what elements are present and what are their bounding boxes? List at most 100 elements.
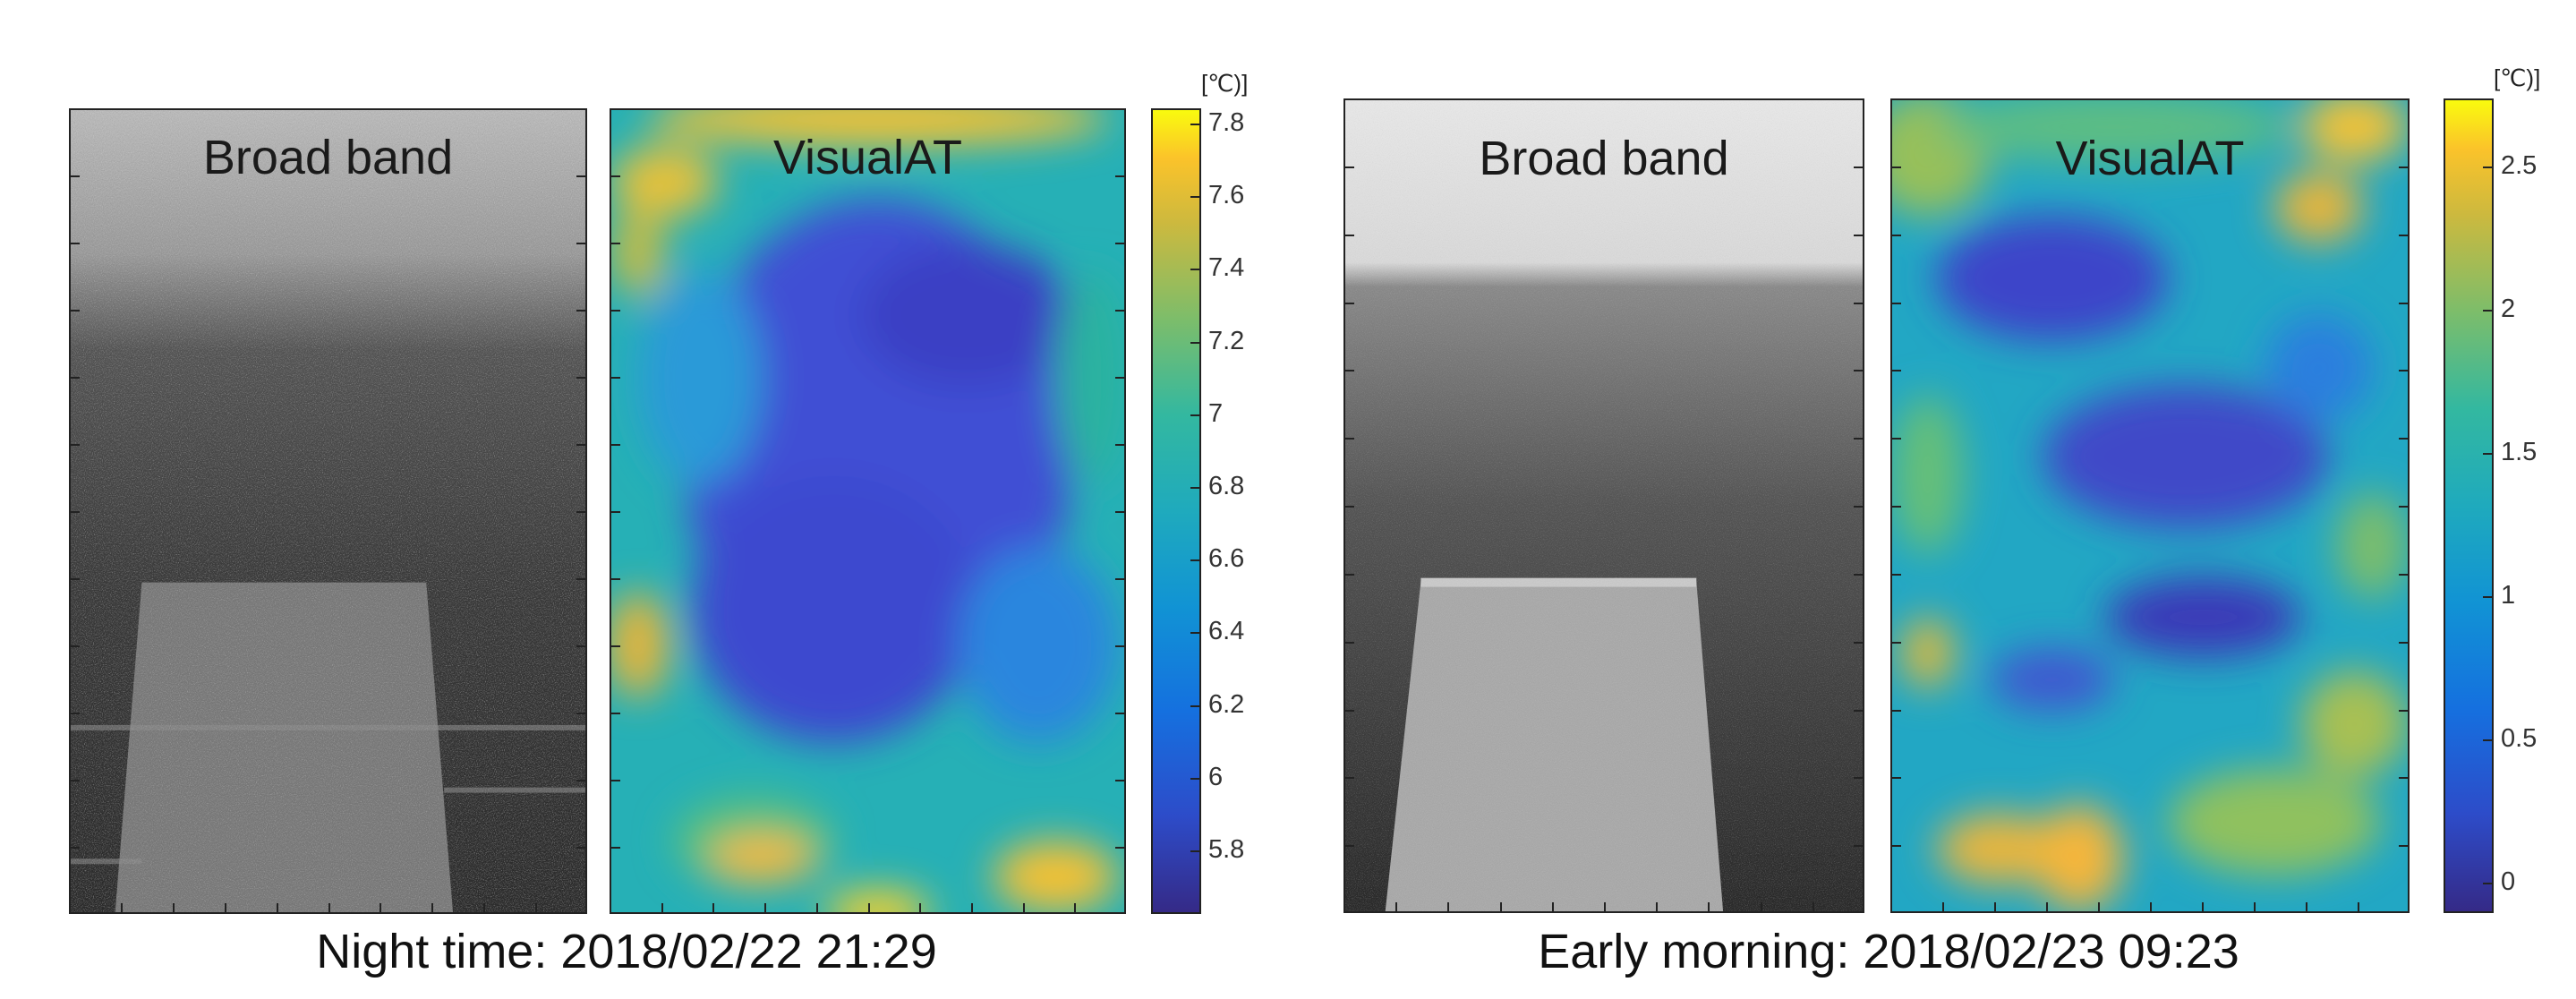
night-broadband-axis-tick bbox=[71, 243, 80, 244]
night-broadband-axis-tick bbox=[71, 645, 80, 647]
night-visualat-axis-tick bbox=[611, 645, 620, 647]
morning-colorbar-tick-label: 0.5 bbox=[2501, 724, 2538, 753]
night-colorbar-tick-mark bbox=[1190, 850, 1201, 852]
morning-colorbar-unit: [℃)] bbox=[2494, 64, 2541, 91]
morning-broadband-axis-tick bbox=[1447, 902, 1450, 911]
night-visualat-axis-tick bbox=[1115, 847, 1124, 849]
morning-visualat-map: VisualAT bbox=[1890, 98, 2410, 913]
night-colorbar-tick-mark bbox=[1190, 487, 1201, 489]
morning-colorbar-tick-mark bbox=[2483, 596, 2494, 598]
morning-colorbar-tick-label: 2 bbox=[2501, 295, 2516, 323]
morning-visualat-title: VisualAT bbox=[2055, 132, 2245, 185]
night-visualat-axis-tick bbox=[1115, 645, 1124, 647]
night-broadband-axis-tick bbox=[71, 780, 80, 781]
morning-visualat-axis-tick bbox=[1892, 166, 1901, 168]
night-broadband-axis-tick bbox=[576, 377, 585, 379]
morning-broadband-axis-tick bbox=[1854, 438, 1863, 440]
morning-visualat-axis-tick bbox=[2399, 709, 2408, 712]
morning-broadband-axis-tick bbox=[1345, 777, 1354, 780]
night-visualat-axis-tick bbox=[611, 444, 620, 446]
night-broadband-scene bbox=[71, 110, 585, 912]
night-visualat-axis-tick bbox=[1115, 243, 1124, 244]
night-caption: Night time: 2018/02/22 21:29 bbox=[316, 925, 937, 978]
morning-colorbar-tick-label: 1.5 bbox=[2501, 438, 2538, 466]
night-colorbar-tick-label: 7 bbox=[1208, 398, 1224, 428]
night-visualat-axis-tick bbox=[611, 175, 620, 177]
morning-visualat-heatmap bbox=[1892, 100, 2408, 911]
night-visualat-axis-tick bbox=[1115, 377, 1124, 379]
night-colorbar-tick-label: 6 bbox=[1208, 762, 1224, 791]
night-broadband-axis-tick bbox=[483, 903, 486, 912]
morning-visualat-axis-tick bbox=[2399, 438, 2408, 440]
night-broadband-axis-tick bbox=[276, 903, 278, 912]
night-visualat-axis-tick bbox=[1074, 903, 1077, 912]
morning-broadband-axis-tick bbox=[1345, 506, 1354, 508]
night-visualat-axis-tick bbox=[661, 903, 663, 912]
night-colorbar-tick-label: 6.8 bbox=[1208, 472, 1245, 500]
morning-visualat-axis-tick bbox=[2306, 902, 2307, 911]
morning-broadband-axis-tick bbox=[1854, 234, 1863, 236]
morning-colorbar-tick-mark bbox=[2483, 883, 2494, 884]
morning-broadband-axis-tick bbox=[1854, 166, 1863, 168]
night-colorbar-tick-label: 6.2 bbox=[1208, 689, 1245, 719]
night-visualat-axis-tick bbox=[867, 903, 870, 912]
night-visualat-axis-tick bbox=[970, 903, 973, 912]
morning-colorbar-tick-label: 2.5 bbox=[2501, 151, 2538, 180]
night-broadband-axis-tick bbox=[172, 903, 175, 912]
night-broadband-axis-tick bbox=[431, 903, 434, 912]
morning-broadband-axis-tick bbox=[1345, 845, 1354, 848]
morning-broadband-axis-tick bbox=[1854, 777, 1863, 780]
night-broadband-axis-tick bbox=[576, 713, 585, 714]
morning-broadband-axis-tick bbox=[1854, 573, 1863, 576]
night-colorbar-tick-label: 7.6 bbox=[1208, 181, 1245, 210]
night-colorbar-tick-mark bbox=[1190, 196, 1201, 199]
night-visualat-axis-tick bbox=[611, 310, 620, 312]
night-broadband-axis-tick bbox=[71, 713, 80, 714]
morning-colorbar bbox=[2444, 98, 2494, 913]
night-visualat-axis-tick bbox=[1115, 780, 1124, 781]
morning-visualat-axis-tick bbox=[1942, 902, 1944, 911]
night-visualat-axis-tick bbox=[815, 903, 818, 912]
morning-broadband-axis-tick bbox=[1812, 902, 1814, 911]
morning-visualat-axis-tick bbox=[2399, 302, 2408, 304]
morning-colorbar-tick-label: 0 bbox=[2501, 867, 2516, 896]
morning-broadband-axis-tick bbox=[1345, 166, 1354, 168]
night-visualat-axis-tick bbox=[611, 578, 620, 580]
morning-broadband-title: Broad band bbox=[1479, 132, 1729, 185]
night-colorbar bbox=[1151, 108, 1201, 914]
night-colorbar-tick-mark bbox=[1190, 777, 1201, 780]
night-colorbar-tick-mark bbox=[1190, 414, 1201, 416]
night-broadband-axis-tick bbox=[328, 903, 330, 912]
night-visualat-axis-tick bbox=[611, 243, 620, 244]
night-visualat-title: VisualAT bbox=[772, 131, 963, 184]
night-colorbar-tick-mark bbox=[1190, 341, 1201, 344]
morning-broadband-axis-tick bbox=[1551, 902, 1554, 911]
night-broadband-axis-tick bbox=[576, 310, 585, 312]
night-colorbar-tick-label: 7.8 bbox=[1208, 108, 1245, 137]
night-visualat-map: VisualAT bbox=[610, 108, 1126, 914]
morning-visualat-axis-tick bbox=[2046, 902, 2048, 911]
night-visualat-axis-tick bbox=[1022, 903, 1025, 912]
morning-visualat-axis-tick bbox=[1892, 234, 1901, 236]
night-visualat-axis-tick bbox=[1115, 511, 1124, 513]
morning-visualat-axis-tick bbox=[2399, 641, 2408, 644]
night-broadband-axis-tick bbox=[380, 903, 382, 912]
morning-colorbar-tick-mark bbox=[2483, 739, 2494, 741]
night-broadband-axis-tick bbox=[535, 903, 538, 912]
morning-visualat-axis-tick bbox=[2399, 506, 2408, 508]
night-broadband-axis-tick bbox=[71, 377, 80, 379]
morning-visualat-axis-tick bbox=[2254, 902, 2256, 911]
morning-visualat-axis-tick bbox=[2399, 845, 2408, 848]
morning-visualat-axis-tick bbox=[1892, 302, 1901, 304]
night-broadband-axis-tick bbox=[71, 310, 80, 312]
morning-visualat-axis-tick bbox=[1892, 506, 1901, 508]
morning-broadband-axis-tick bbox=[1345, 641, 1354, 644]
morning-visualat-axis-tick bbox=[2399, 370, 2408, 372]
night-colorbar-tick-mark bbox=[1190, 632, 1201, 635]
night-broadband-axis-tick bbox=[71, 578, 80, 580]
morning-visualat-axis-tick bbox=[1892, 777, 1901, 780]
night-broadband-axis-tick bbox=[71, 847, 80, 849]
morning-broadband-axis-tick bbox=[1345, 370, 1354, 372]
night-broadband-image: Broad band bbox=[69, 108, 587, 914]
night-colorbar-tick-mark bbox=[1190, 559, 1201, 562]
